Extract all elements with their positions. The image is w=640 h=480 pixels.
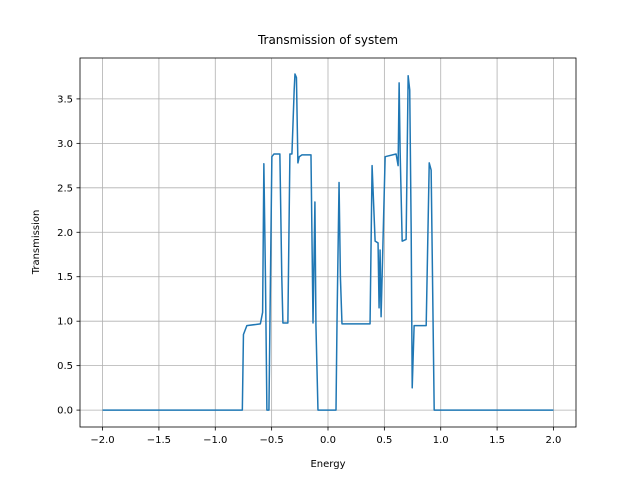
data-line — [102, 73, 554, 411]
y-axis-label: Transmission — [31, 210, 42, 276]
x-tick-label: −1.5 — [147, 435, 171, 446]
y-tick-label: 1.0 — [57, 317, 73, 328]
x-tick-label: 1.0 — [433, 435, 449, 446]
y-tick-label: 0.0 — [57, 406, 73, 417]
x-tick-label: 1.5 — [489, 435, 505, 446]
x-tick-label: −0.5 — [259, 435, 283, 446]
y-tick-label: 3.5 — [57, 94, 73, 105]
y-tick-label: 0.5 — [57, 361, 73, 372]
x-axis-label: Energy — [310, 459, 345, 470]
x-tick-label: −1.0 — [203, 435, 227, 446]
y-tick-label: 2.0 — [57, 228, 73, 239]
x-tick-label: −2.0 — [90, 435, 114, 446]
y-tick-label: 3.0 — [57, 139, 73, 150]
plot-frame — [79, 57, 577, 428]
chart-title: Transmission of system — [257, 33, 398, 47]
y-tick-label: 2.5 — [57, 183, 73, 194]
y-tick-label: 1.5 — [57, 272, 73, 283]
x-tick-label: 0.5 — [376, 435, 392, 446]
x-tick-label: 0.0 — [320, 435, 336, 446]
x-tick-label: 2.0 — [546, 435, 562, 446]
